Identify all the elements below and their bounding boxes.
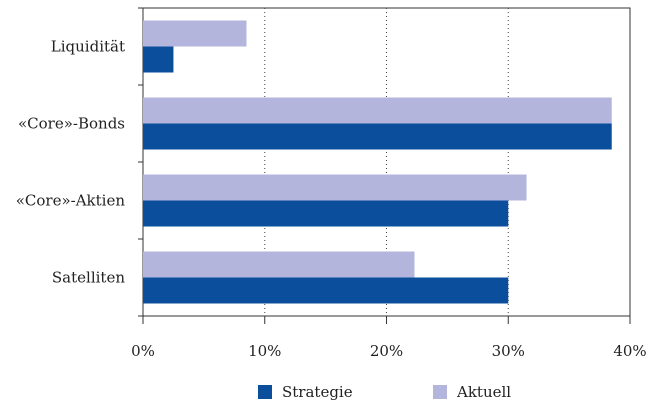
bar-aktuell	[143, 251, 415, 278]
category-label: Liquidität	[51, 38, 125, 56]
bar-strategie	[143, 46, 174, 73]
x-axis-ticks: 0% 10% 20% 30% 40%	[131, 316, 647, 360]
legend: Strategie Aktuell	[258, 383, 511, 401]
legend-label-strategie: Strategie	[282, 383, 353, 401]
category-label: «Core»-Aktien	[16, 192, 126, 210]
bars	[143, 20, 612, 304]
category-label: «Core»-Bonds	[18, 115, 125, 133]
x-tick-label: 10%	[248, 342, 281, 360]
x-tick-label: 0%	[131, 342, 155, 360]
x-tick-label: 30%	[492, 342, 525, 360]
legend-label-aktuell: Aktuell	[456, 383, 511, 401]
bar-strategie	[143, 123, 612, 150]
category-ticks	[138, 7, 143, 317]
bar-strategie	[143, 200, 509, 227]
bar-strategie	[143, 277, 509, 304]
legend-swatch-strategie	[258, 385, 272, 399]
bar-aktuell	[143, 97, 612, 124]
bar-aktuell	[143, 20, 247, 47]
category-labels: Liquidität «Core»-Bonds «Core»-Aktien Satel…	[16, 38, 126, 287]
category-label: Satelliten	[52, 269, 125, 287]
legend-swatch-aktuell	[433, 385, 447, 399]
bar-aktuell	[143, 174, 527, 201]
x-tick-label: 40%	[613, 342, 646, 360]
x-tick-label: 20%	[370, 342, 403, 360]
